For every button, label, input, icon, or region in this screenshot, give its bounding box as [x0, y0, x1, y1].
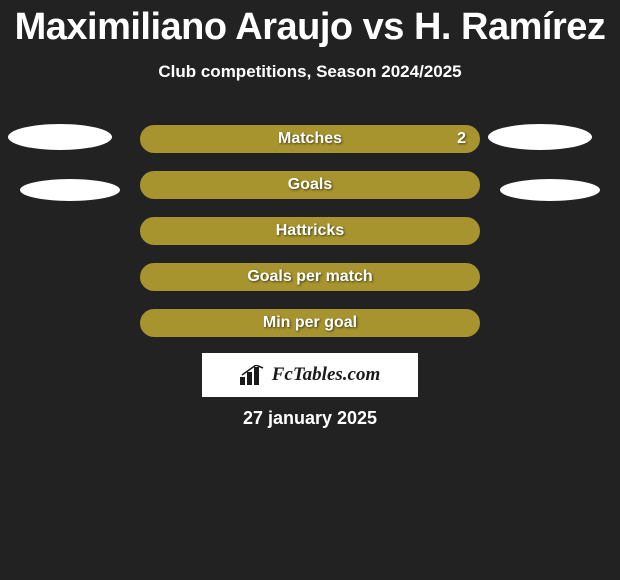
decor-ellipse	[20, 179, 120, 201]
stat-value: 2	[457, 130, 466, 148]
brand-text: FcTables.com	[272, 364, 381, 386]
stat-row: Goals per match	[140, 263, 480, 291]
decor-ellipse	[500, 179, 600, 201]
brand-logo: FcTables.com	[202, 353, 418, 397]
stat-label: Goals	[288, 176, 332, 194]
page-title: Maximiliano Araujo vs H. Ramírez	[0, 6, 620, 49]
decor-ellipse	[8, 124, 112, 150]
decor-ellipse	[488, 124, 592, 150]
subtitle: Club competitions, Season 2024/2025	[0, 62, 620, 82]
stat-label: Min per goal	[263, 314, 357, 332]
stat-label: Matches	[278, 130, 342, 148]
stat-row: Min per goal	[140, 309, 480, 337]
stat-row: Goals	[140, 171, 480, 199]
bars-icon	[240, 365, 266, 385]
stat-row: Hattricks	[140, 217, 480, 245]
stat-label: Goals per match	[247, 268, 372, 286]
date-label: 27 january 2025	[0, 408, 620, 429]
stat-label: Hattricks	[276, 222, 344, 240]
stat-row: Matches 2	[140, 125, 480, 153]
